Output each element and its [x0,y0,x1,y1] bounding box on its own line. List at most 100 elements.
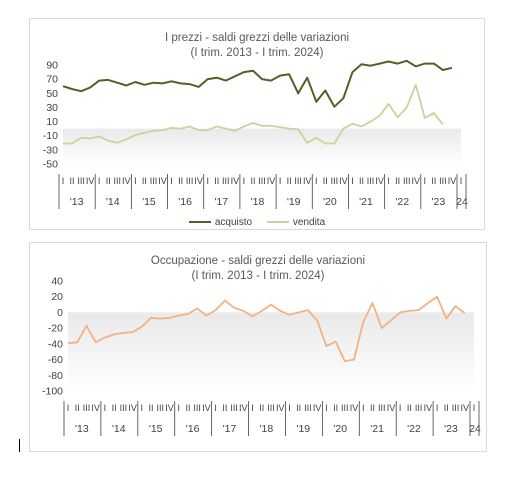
y-tick-label: -30 [43,144,58,156]
x-quarter-label: IV [424,403,433,413]
x-quarter-label: IV [339,176,348,186]
x-quarter-label: I [424,176,427,186]
x-year-label: '13 [75,423,89,435]
prices-chart-title: I prezzi - saldi grezzi delle variazioni [164,32,350,44]
y-tick-label: 90 [46,60,58,72]
x-quarter-label: III [150,176,158,186]
x-quarter-label: II [407,403,412,413]
x-year-label: '22 [407,423,421,435]
legend-item-acquisto: acquisto [188,216,253,228]
x-quarter-label: III [341,403,349,413]
x-quarter-label: IV [313,403,322,413]
x-year-label: '21 [359,196,373,208]
x-quarter-label: I [325,403,328,413]
y-tick-label: 40 [51,276,63,288]
x-quarter-label: IV [303,176,312,186]
y-tick-label: -50 [43,159,58,171]
x-quarter-label: II [323,176,328,186]
y-tick-label: 70 [46,74,58,86]
y-tick-label: 30 [46,102,58,114]
prices-chart-panel: I prezzi - saldi grezzi delle variazioni… [29,18,485,230]
x-quarter-label: III [114,176,122,186]
x-quarter-label: I [141,403,144,413]
y-tick-label: -40 [48,338,63,350]
x-quarter-label: II [296,403,301,413]
x-year-label: '14 [112,423,126,435]
series-line-vendita [63,83,444,145]
x-quarter-label: II [142,176,147,186]
legend-swatch-vendita [266,221,289,223]
legend-swatch-acquisto [188,221,211,223]
employment-chart-subtitle: (I trim. 2013 - I trim. 2024) [191,270,325,282]
x-quarter-label: I [62,176,65,186]
x-quarter-label: I [436,403,439,413]
x-quarter-label: II [149,403,154,413]
x-quarter-label: III [267,403,275,413]
x-quarter-label: IV [267,176,276,186]
legend-item-vendita: vendita [266,216,326,228]
x-quarter-label: I [362,403,365,413]
y-tick-label: -100 [42,386,63,398]
x-quarter-label: III [230,403,238,413]
x-quarter-label: III [193,403,201,413]
y-tick-label: 50 [46,88,58,100]
x-quarter-label: IV [387,403,396,413]
x-year-label: '19 [296,423,310,435]
x-year-label: '15 [149,423,163,435]
x-quarter-label: IV [165,403,174,413]
x-year-label: '23 [432,196,446,208]
x-quarter-label: IV [461,403,470,413]
x-quarter-label: III [222,176,230,186]
x-year-label: 24 [469,423,481,435]
x-quarter-label: III [294,176,302,186]
text-cursor [19,439,20,452]
y-tick-label: 0 [57,307,63,319]
x-year-label: '18 [251,196,265,208]
x-quarter-label: I [288,403,291,413]
x-quarter-label: II [359,176,364,186]
x-quarter-label: I [243,176,246,186]
employment-chart-title-block: Occupazione - saldi grezzi delle variazi… [30,254,486,284]
x-quarter-label: III [403,176,411,186]
x-quarter-label: II [259,403,264,413]
x-quarter-label: III [304,403,312,413]
x-quarter-label: III [120,403,128,413]
x-quarter-label: I [170,176,173,186]
series-line-occupazione [67,295,466,362]
x-quarter-label: IV [412,176,421,186]
x-year-label: '22 [395,196,409,208]
y-tick-label: -80 [48,370,63,382]
legend-label-acquisto: acquisto [214,216,253,228]
x-year-label: '17 [214,196,228,208]
x-quarter-label: IV [91,403,100,413]
x-quarter-label: II [112,403,117,413]
y-tick-label: -20 [48,323,63,335]
x-quarter-label: II [185,403,190,413]
x-year-label: '13 [70,196,84,208]
x-quarter-label: III [77,176,85,186]
x-quarter-label: IV [231,176,240,186]
x-quarter-label: III [186,176,194,186]
x-year-label: '20 [323,196,337,208]
legend-label-vendita: vendita [292,216,326,228]
x-quarter-label: I [67,403,70,413]
x-quarter-label: III [331,176,339,186]
x-quarter-label: III [378,403,386,413]
x-quarter-label: I [177,403,180,413]
x-quarter-label: III [83,403,91,413]
x-quarter-label: IV [276,403,285,413]
x-quarter-label: II [287,176,292,186]
x-quarter-label: III [415,403,423,413]
y-tick-label: 20 [51,291,63,303]
x-quarter-label: II [431,176,436,186]
x-quarter-label: I [279,176,282,186]
x-quarter-label: I [104,403,107,413]
x-quarter-label: II [333,403,338,413]
x-quarter-label: II [214,176,219,186]
x-year-label: '16 [178,196,192,208]
x-quarter-label: I [134,176,137,186]
x-quarter-label: II [70,176,75,186]
prices-chart-legend: acquisto vendita [30,215,484,229]
below-zero-area [63,128,461,164]
